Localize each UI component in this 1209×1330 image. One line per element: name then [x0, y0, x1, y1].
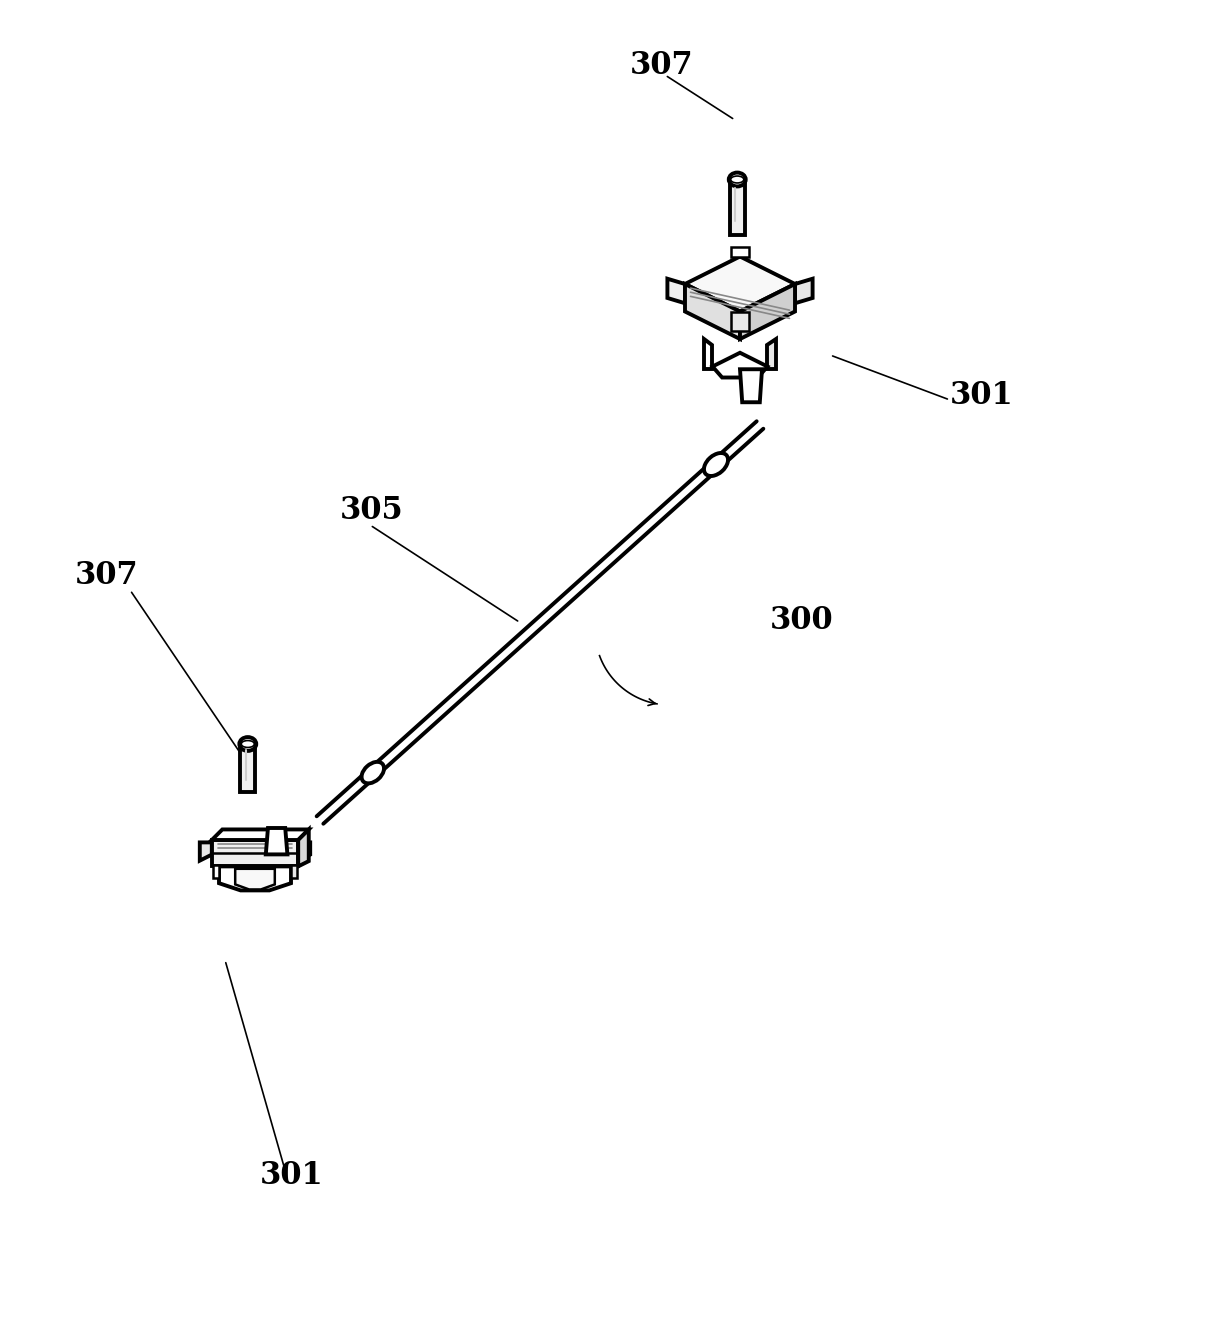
Polygon shape: [212, 841, 299, 866]
Polygon shape: [212, 830, 308, 841]
Ellipse shape: [729, 173, 746, 186]
Polygon shape: [291, 866, 296, 878]
Text: 301: 301: [950, 379, 1013, 411]
Polygon shape: [236, 868, 274, 890]
Polygon shape: [768, 339, 776, 370]
Text: 300: 300: [770, 605, 834, 636]
Polygon shape: [796, 279, 812, 303]
Polygon shape: [705, 339, 712, 370]
Polygon shape: [740, 370, 762, 402]
Polygon shape: [712, 352, 768, 378]
Polygon shape: [731, 311, 748, 331]
Polygon shape: [241, 743, 255, 791]
Polygon shape: [731, 247, 748, 257]
Polygon shape: [299, 830, 308, 866]
Polygon shape: [686, 285, 740, 339]
Ellipse shape: [361, 762, 384, 783]
Polygon shape: [686, 257, 796, 311]
Text: 307: 307: [75, 560, 139, 591]
Text: 301: 301: [260, 1160, 324, 1190]
Ellipse shape: [704, 454, 728, 476]
Polygon shape: [219, 866, 291, 890]
Text: 307: 307: [630, 49, 694, 81]
Text: 305: 305: [340, 495, 404, 525]
Polygon shape: [299, 842, 311, 861]
Polygon shape: [199, 842, 212, 861]
Polygon shape: [729, 180, 745, 234]
Polygon shape: [667, 279, 686, 303]
Ellipse shape: [239, 737, 256, 751]
Polygon shape: [740, 285, 796, 339]
Polygon shape: [266, 829, 288, 854]
Polygon shape: [213, 866, 219, 878]
